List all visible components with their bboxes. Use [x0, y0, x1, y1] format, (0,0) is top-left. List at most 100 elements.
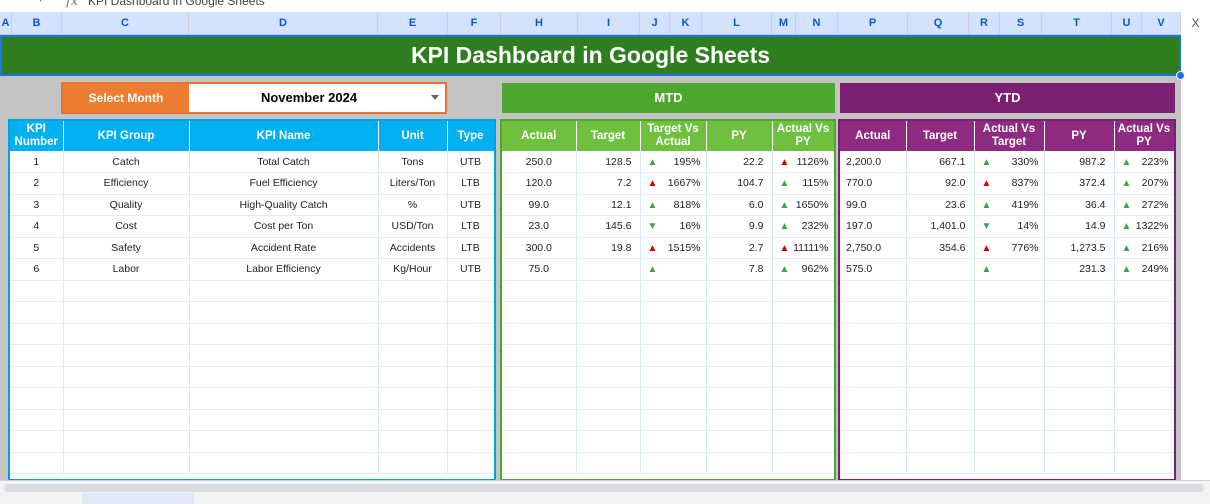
ytd-py-cell[interactable]: 987.2: [1044, 151, 1115, 173]
table-cell[interactable]: Kg/Hour: [378, 258, 448, 281]
table-cell[interactable]: [1044, 366, 1115, 388]
mtd-target-cell[interactable]: 12.1: [576, 194, 641, 216]
table-cell[interactable]: [1044, 452, 1115, 474]
ytd-target-cell[interactable]: 92.0: [906, 172, 975, 195]
table-cell[interactable]: [1114, 409, 1174, 431]
column-header-f[interactable]: F: [448, 12, 501, 34]
table-cell[interactable]: [10, 452, 64, 474]
table-cell[interactable]: [906, 366, 975, 388]
column-header-v[interactable]: V: [1142, 12, 1181, 34]
table-cell[interactable]: [576, 366, 641, 388]
mtd-actual-cell[interactable]: 300.0: [502, 237, 577, 259]
mtd-header-3[interactable]: PY: [706, 121, 773, 151]
table-cell[interactable]: [63, 366, 190, 388]
ytd-target-cell[interactable]: 354.6: [906, 237, 975, 259]
table-cell[interactable]: Total Catch: [189, 151, 379, 173]
mtd-header-0[interactable]: Actual: [502, 121, 577, 151]
table-cell[interactable]: [974, 387, 1045, 410]
ytd-header-0[interactable]: Actual: [840, 121, 907, 151]
ytd-py-cell[interactable]: 1,273.5: [1044, 237, 1115, 259]
table-cell[interactable]: [189, 301, 379, 324]
ytd-py-cell[interactable]: 372.4: [1044, 172, 1115, 195]
ytd-header-2[interactable]: Actual Vs Target: [974, 121, 1045, 151]
table-cell[interactable]: 3: [10, 194, 64, 216]
table-cell[interactable]: [189, 409, 379, 431]
mtd-target-vs-actual-cell[interactable]: ▲ 818%: [640, 194, 707, 216]
ytd-target-vs-actual-cell[interactable]: ▲ 419%: [974, 194, 1045, 216]
mtd-target-vs-actual-cell[interactable]: ▲ 195%: [640, 151, 707, 173]
mtd-target-cell[interactable]: 145.6: [576, 215, 641, 238]
table-cell[interactable]: [447, 323, 494, 345]
table-cell[interactable]: [974, 344, 1045, 367]
ytd-py-cell[interactable]: 231.3: [1044, 258, 1115, 281]
column-header-b[interactable]: B: [12, 12, 62, 34]
column-header-n[interactable]: N: [796, 12, 838, 34]
table-cell[interactable]: [906, 301, 975, 324]
table-cell[interactable]: Labor Efficiency: [189, 258, 379, 281]
table-cell[interactable]: [576, 301, 641, 324]
ytd-actual-cell[interactable]: 575.0: [840, 258, 907, 281]
ytd-actual-cell[interactable]: 197.0: [840, 215, 907, 238]
table-cell[interactable]: Quality: [63, 194, 190, 216]
table-cell[interactable]: [447, 452, 494, 474]
table-cell[interactable]: [772, 409, 834, 431]
table-cell[interactable]: [772, 280, 834, 302]
column-header-i[interactable]: I: [578, 12, 640, 34]
table-cell[interactable]: [189, 280, 379, 302]
table-cell[interactable]: [502, 366, 577, 388]
close-icon[interactable]: X: [1181, 12, 1210, 34]
table-cell[interactable]: [576, 280, 641, 302]
ytd-target-vs-actual-cell[interactable]: ▲ 837%: [974, 172, 1045, 195]
table-cell[interactable]: [840, 452, 907, 474]
table-cell[interactable]: LTB: [447, 172, 494, 195]
table-cell[interactable]: [63, 452, 190, 474]
table-cell[interactable]: [189, 387, 379, 410]
ytd-actual-vs-py-cell[interactable]: ▲ 216%: [1114, 237, 1174, 259]
table-cell[interactable]: Cost: [63, 215, 190, 238]
mtd-target-cell[interactable]: 19.8: [576, 237, 641, 259]
table-cell[interactable]: [378, 452, 448, 474]
table-cell[interactable]: [447, 301, 494, 324]
mtd-actual-cell[interactable]: 75.0: [502, 258, 577, 281]
ytd-py-cell[interactable]: 14.9: [1044, 215, 1115, 238]
table-cell[interactable]: [1114, 344, 1174, 367]
table-cell[interactable]: [502, 323, 577, 345]
table-cell[interactable]: [1044, 409, 1115, 431]
table-cell[interactable]: UTB: [447, 151, 494, 173]
mtd-actual-vs-py-cell[interactable]: ▲ 1650%: [772, 194, 834, 216]
mtd-target-cell[interactable]: 7.2: [576, 172, 641, 195]
table-cell[interactable]: [840, 409, 907, 431]
table-cell[interactable]: Catch: [63, 151, 190, 173]
column-header-t[interactable]: T: [1042, 12, 1112, 34]
mtd-actual-vs-py-cell[interactable]: ▲ 1126%: [772, 151, 834, 173]
mtd-target-vs-actual-cell[interactable]: ▲ 1515%: [640, 237, 707, 259]
table-cell[interactable]: [502, 301, 577, 324]
table-cell[interactable]: [378, 344, 448, 367]
table-cell[interactable]: Liters/Ton: [378, 172, 448, 195]
table-cell[interactable]: UTB: [447, 194, 494, 216]
table-cell[interactable]: Fuel Efficiency: [189, 172, 379, 195]
column-header-e[interactable]: E: [378, 12, 448, 34]
mtd-target-vs-actual-cell[interactable]: ▲: [640, 258, 707, 281]
mtd-actual-vs-py-cell[interactable]: ▲ 11111%: [772, 237, 834, 259]
table-cell[interactable]: [706, 452, 773, 474]
column-header-c[interactable]: C: [62, 12, 189, 34]
column-header-q[interactable]: Q: [908, 12, 969, 34]
table-cell[interactable]: [772, 323, 834, 345]
table-cell[interactable]: [1114, 452, 1174, 474]
ytd-actual-vs-py-cell[interactable]: ▲ 1322%: [1114, 215, 1174, 238]
table-cell[interactable]: [840, 366, 907, 388]
table-cell[interactable]: [502, 387, 577, 410]
ytd-target-vs-actual-cell[interactable]: ▼ 14%: [974, 215, 1045, 238]
table-cell[interactable]: [576, 409, 641, 431]
table-cell[interactable]: [706, 344, 773, 367]
table-cell[interactable]: [640, 366, 707, 388]
table-cell[interactable]: [906, 344, 975, 367]
table-cell[interactable]: [10, 323, 64, 345]
table-cell[interactable]: [640, 301, 707, 324]
table-cell[interactable]: [502, 409, 577, 431]
mtd-target-vs-actual-cell[interactable]: ▼ 16%: [640, 215, 707, 238]
table-cell[interactable]: [10, 301, 64, 324]
ytd-target-cell[interactable]: 667.1: [906, 151, 975, 173]
selection-fill-handle[interactable]: [1176, 71, 1185, 80]
